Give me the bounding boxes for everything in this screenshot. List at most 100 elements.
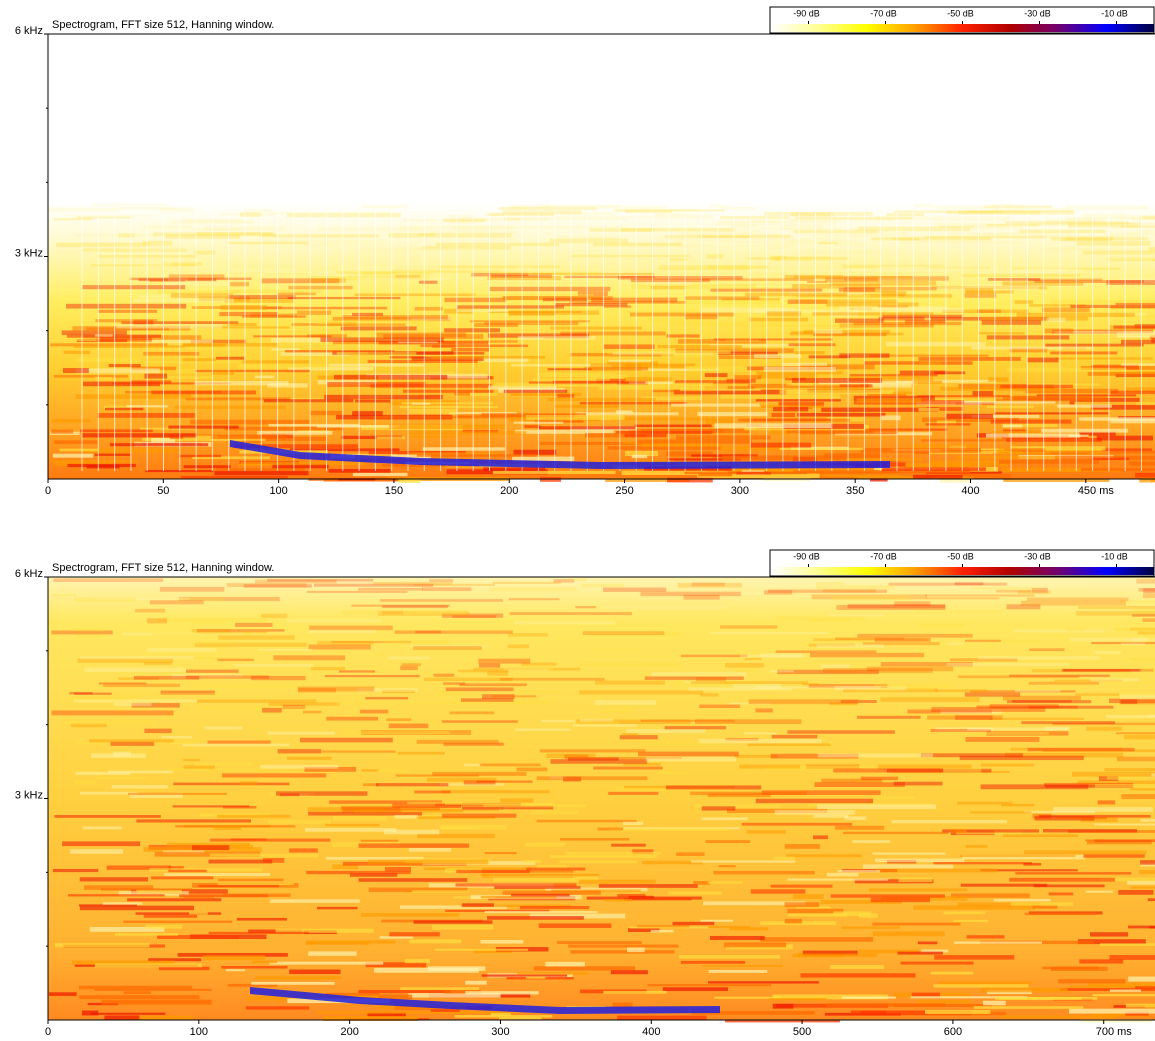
colorbar-tick-label: -30 dB bbox=[1024, 551, 1051, 561]
spectrogram-texture bbox=[791, 294, 902, 298]
spectrogram-texture bbox=[196, 631, 268, 634]
spectrogram-texture bbox=[793, 229, 879, 234]
spectrogram-texture bbox=[579, 690, 704, 695]
spectrogram-texture bbox=[1148, 714, 1155, 717]
spectrogram-texture bbox=[612, 1002, 633, 1008]
spectrogram-texture bbox=[235, 622, 273, 627]
spectrogram-texture bbox=[336, 351, 417, 355]
spectrogram-texture bbox=[611, 843, 646, 847]
spectrogram-texture bbox=[811, 594, 928, 600]
spectrogram-texture bbox=[684, 296, 760, 300]
spectrogram-texture bbox=[1147, 898, 1155, 902]
spectrogram-texture bbox=[962, 854, 1086, 860]
spectrogram-texture bbox=[843, 688, 938, 693]
spectrogram-texture bbox=[970, 587, 1042, 590]
spectrogram-texture bbox=[966, 935, 1005, 939]
spectrogram-texture bbox=[802, 683, 819, 686]
spectrogram-texture bbox=[397, 751, 445, 755]
spectrogram-texture bbox=[196, 699, 317, 703]
spectrogram-texture bbox=[1117, 332, 1155, 337]
spectrogram-texture bbox=[714, 446, 781, 451]
spectrogram-texture bbox=[571, 254, 690, 258]
spectrogram-texture bbox=[195, 369, 310, 373]
spectrogram-texture bbox=[579, 662, 680, 667]
spectrogram-texture bbox=[716, 220, 779, 223]
spectrogram-texture bbox=[668, 891, 722, 895]
spectrogram-texture bbox=[760, 937, 874, 942]
spectrogram-texture bbox=[225, 969, 245, 972]
x-tick-label: 400 bbox=[961, 485, 979, 497]
spectrogram-texture bbox=[248, 436, 327, 441]
spectrogram-texture bbox=[623, 762, 661, 766]
spectrogram-texture bbox=[190, 641, 234, 645]
spectrogram-texture bbox=[73, 597, 137, 602]
spectrogram-texture bbox=[856, 688, 904, 692]
spectrogram-texture bbox=[1010, 446, 1106, 451]
spectrogram-texture bbox=[934, 689, 987, 693]
spectrogram-texture bbox=[441, 813, 517, 818]
spectrogram-texture bbox=[75, 634, 102, 638]
spectrogram-texture bbox=[355, 399, 391, 403]
spectrogram-texture bbox=[111, 784, 168, 789]
spectrogram-texture bbox=[621, 470, 728, 476]
spectrogram-texture bbox=[429, 579, 454, 582]
spectrogram-texture bbox=[678, 954, 781, 959]
spectrogram-texture bbox=[370, 383, 492, 388]
spectrogram-texture bbox=[352, 312, 383, 317]
spectrogram-texture bbox=[516, 767, 548, 772]
spectrogram-texture bbox=[228, 854, 319, 858]
spectrogram-texture bbox=[1126, 680, 1155, 684]
spectrogram-texture bbox=[251, 960, 278, 964]
spectrogram-texture bbox=[413, 583, 495, 587]
spectrogram-texture bbox=[1050, 236, 1114, 241]
spectrogram-texture bbox=[360, 913, 460, 917]
spectrogram-texture bbox=[487, 212, 554, 217]
spectrogram-texture bbox=[239, 781, 258, 786]
spectrogram-texture bbox=[1046, 317, 1066, 323]
spectrogram-texture bbox=[1115, 640, 1155, 643]
spectrogram-texture bbox=[414, 306, 443, 311]
spectrogram-texture bbox=[360, 839, 399, 842]
spectrogram-texture bbox=[904, 319, 946, 324]
spectrogram-texture bbox=[594, 700, 657, 705]
spectrogram-texture bbox=[498, 206, 597, 210]
spectrogram-texture bbox=[422, 246, 511, 250]
colorbar-tick-label: -90 dB bbox=[793, 8, 820, 18]
spectrogram-texture bbox=[75, 771, 131, 776]
spectrogram-texture bbox=[602, 587, 667, 592]
spectrogram-texture bbox=[794, 351, 825, 355]
spectrogram-texture bbox=[349, 873, 398, 877]
spectrogram-texture bbox=[191, 845, 230, 851]
spectrogram-texture bbox=[844, 816, 867, 820]
spectrogram-texture bbox=[254, 311, 275, 315]
spectrogram-texture bbox=[880, 697, 980, 702]
spectrogram-texture bbox=[382, 605, 448, 609]
spectrogram-texture bbox=[529, 913, 626, 919]
spectrogram-texture bbox=[95, 376, 113, 381]
spectrogram-texture bbox=[787, 730, 895, 734]
spectrogram-texture bbox=[48, 207, 119, 212]
spectrogram-texture bbox=[858, 226, 970, 232]
x-tick-label: 100 bbox=[190, 1026, 208, 1038]
spectrogram-texture bbox=[630, 312, 734, 317]
spectrogram-texture bbox=[893, 781, 943, 786]
spectrogram-texture bbox=[1033, 884, 1105, 888]
spectrogram-texture bbox=[194, 642, 307, 647]
spectrogram-texture bbox=[392, 803, 462, 809]
spectrogram-texture bbox=[756, 686, 882, 689]
spectrogram-texture bbox=[1058, 979, 1126, 984]
spectrogram-texture bbox=[854, 879, 934, 884]
spectrogram-texture bbox=[868, 383, 912, 388]
spectrogram-texture bbox=[1109, 698, 1155, 704]
spectrogram-texture bbox=[910, 996, 1028, 999]
spectrogram-texture bbox=[796, 293, 904, 298]
spectrogram-texture bbox=[394, 630, 513, 634]
spectrogram-texture bbox=[511, 364, 623, 367]
spectrogram-texture bbox=[1002, 834, 1078, 838]
spectrogram-texture bbox=[409, 1010, 519, 1014]
spectrogram-texture bbox=[492, 581, 561, 584]
spectrogram-texture bbox=[367, 257, 401, 263]
spectrogram-texture bbox=[1027, 747, 1135, 752]
spectrogram-texture bbox=[834, 318, 884, 323]
spectrogram-texture bbox=[894, 601, 931, 607]
